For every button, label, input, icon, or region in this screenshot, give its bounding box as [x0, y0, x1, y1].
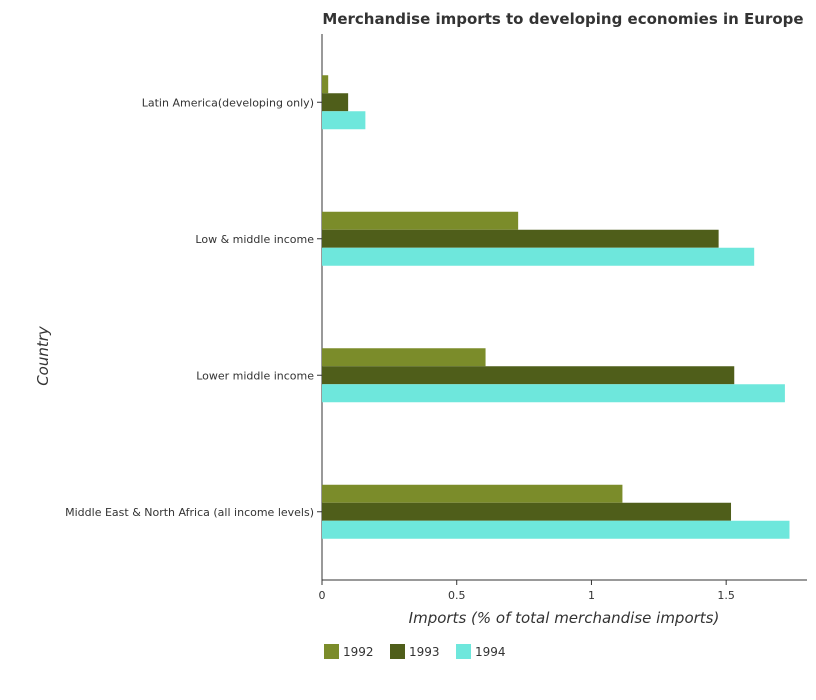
bar-1992 [322, 348, 486, 367]
y-tick-label: Low & middle income [195, 233, 314, 246]
y-tick-label: Middle East & North Africa (all income l… [65, 506, 314, 519]
bar-1992 [322, 484, 623, 503]
bar-1993 [322, 502, 732, 521]
bar-1992 [322, 211, 519, 230]
bar-1994 [322, 520, 790, 539]
legend-swatch [324, 644, 339, 659]
y-axis-title: Country [34, 325, 52, 386]
bar-1993 [322, 229, 719, 248]
x-tick-label: 1.5 [717, 589, 735, 602]
y-tick-label: Latin America(developing only) [142, 96, 314, 109]
bar-1994 [322, 384, 785, 403]
legend-label: 1994 [475, 645, 506, 659]
bar-1993 [322, 366, 735, 385]
bar-1994 [322, 111, 366, 130]
x-tick-label: 1 [588, 589, 595, 602]
legend: 1992 1993 1994 [324, 644, 506, 659]
legend-label: 1992 [343, 645, 374, 659]
x-axis-title: Imports (% of total merchandise imports) [409, 609, 720, 627]
x-tick-label: 0 [319, 589, 326, 602]
legend-swatch [390, 644, 405, 659]
y-tick-label: Lower middle income [196, 369, 314, 382]
chart-title: Merchandise imports to developing econom… [322, 10, 803, 28]
plot-area: 0 0.5 1 1.5 Latin America(developing only) Lo… [65, 34, 807, 602]
x-tick-label: 0.5 [448, 589, 466, 602]
legend-label: 1993 [409, 645, 440, 659]
legend-swatch [456, 644, 471, 659]
bar-1993 [322, 93, 349, 112]
bar-1994 [322, 247, 755, 266]
bar-1992 [322, 75, 329, 94]
